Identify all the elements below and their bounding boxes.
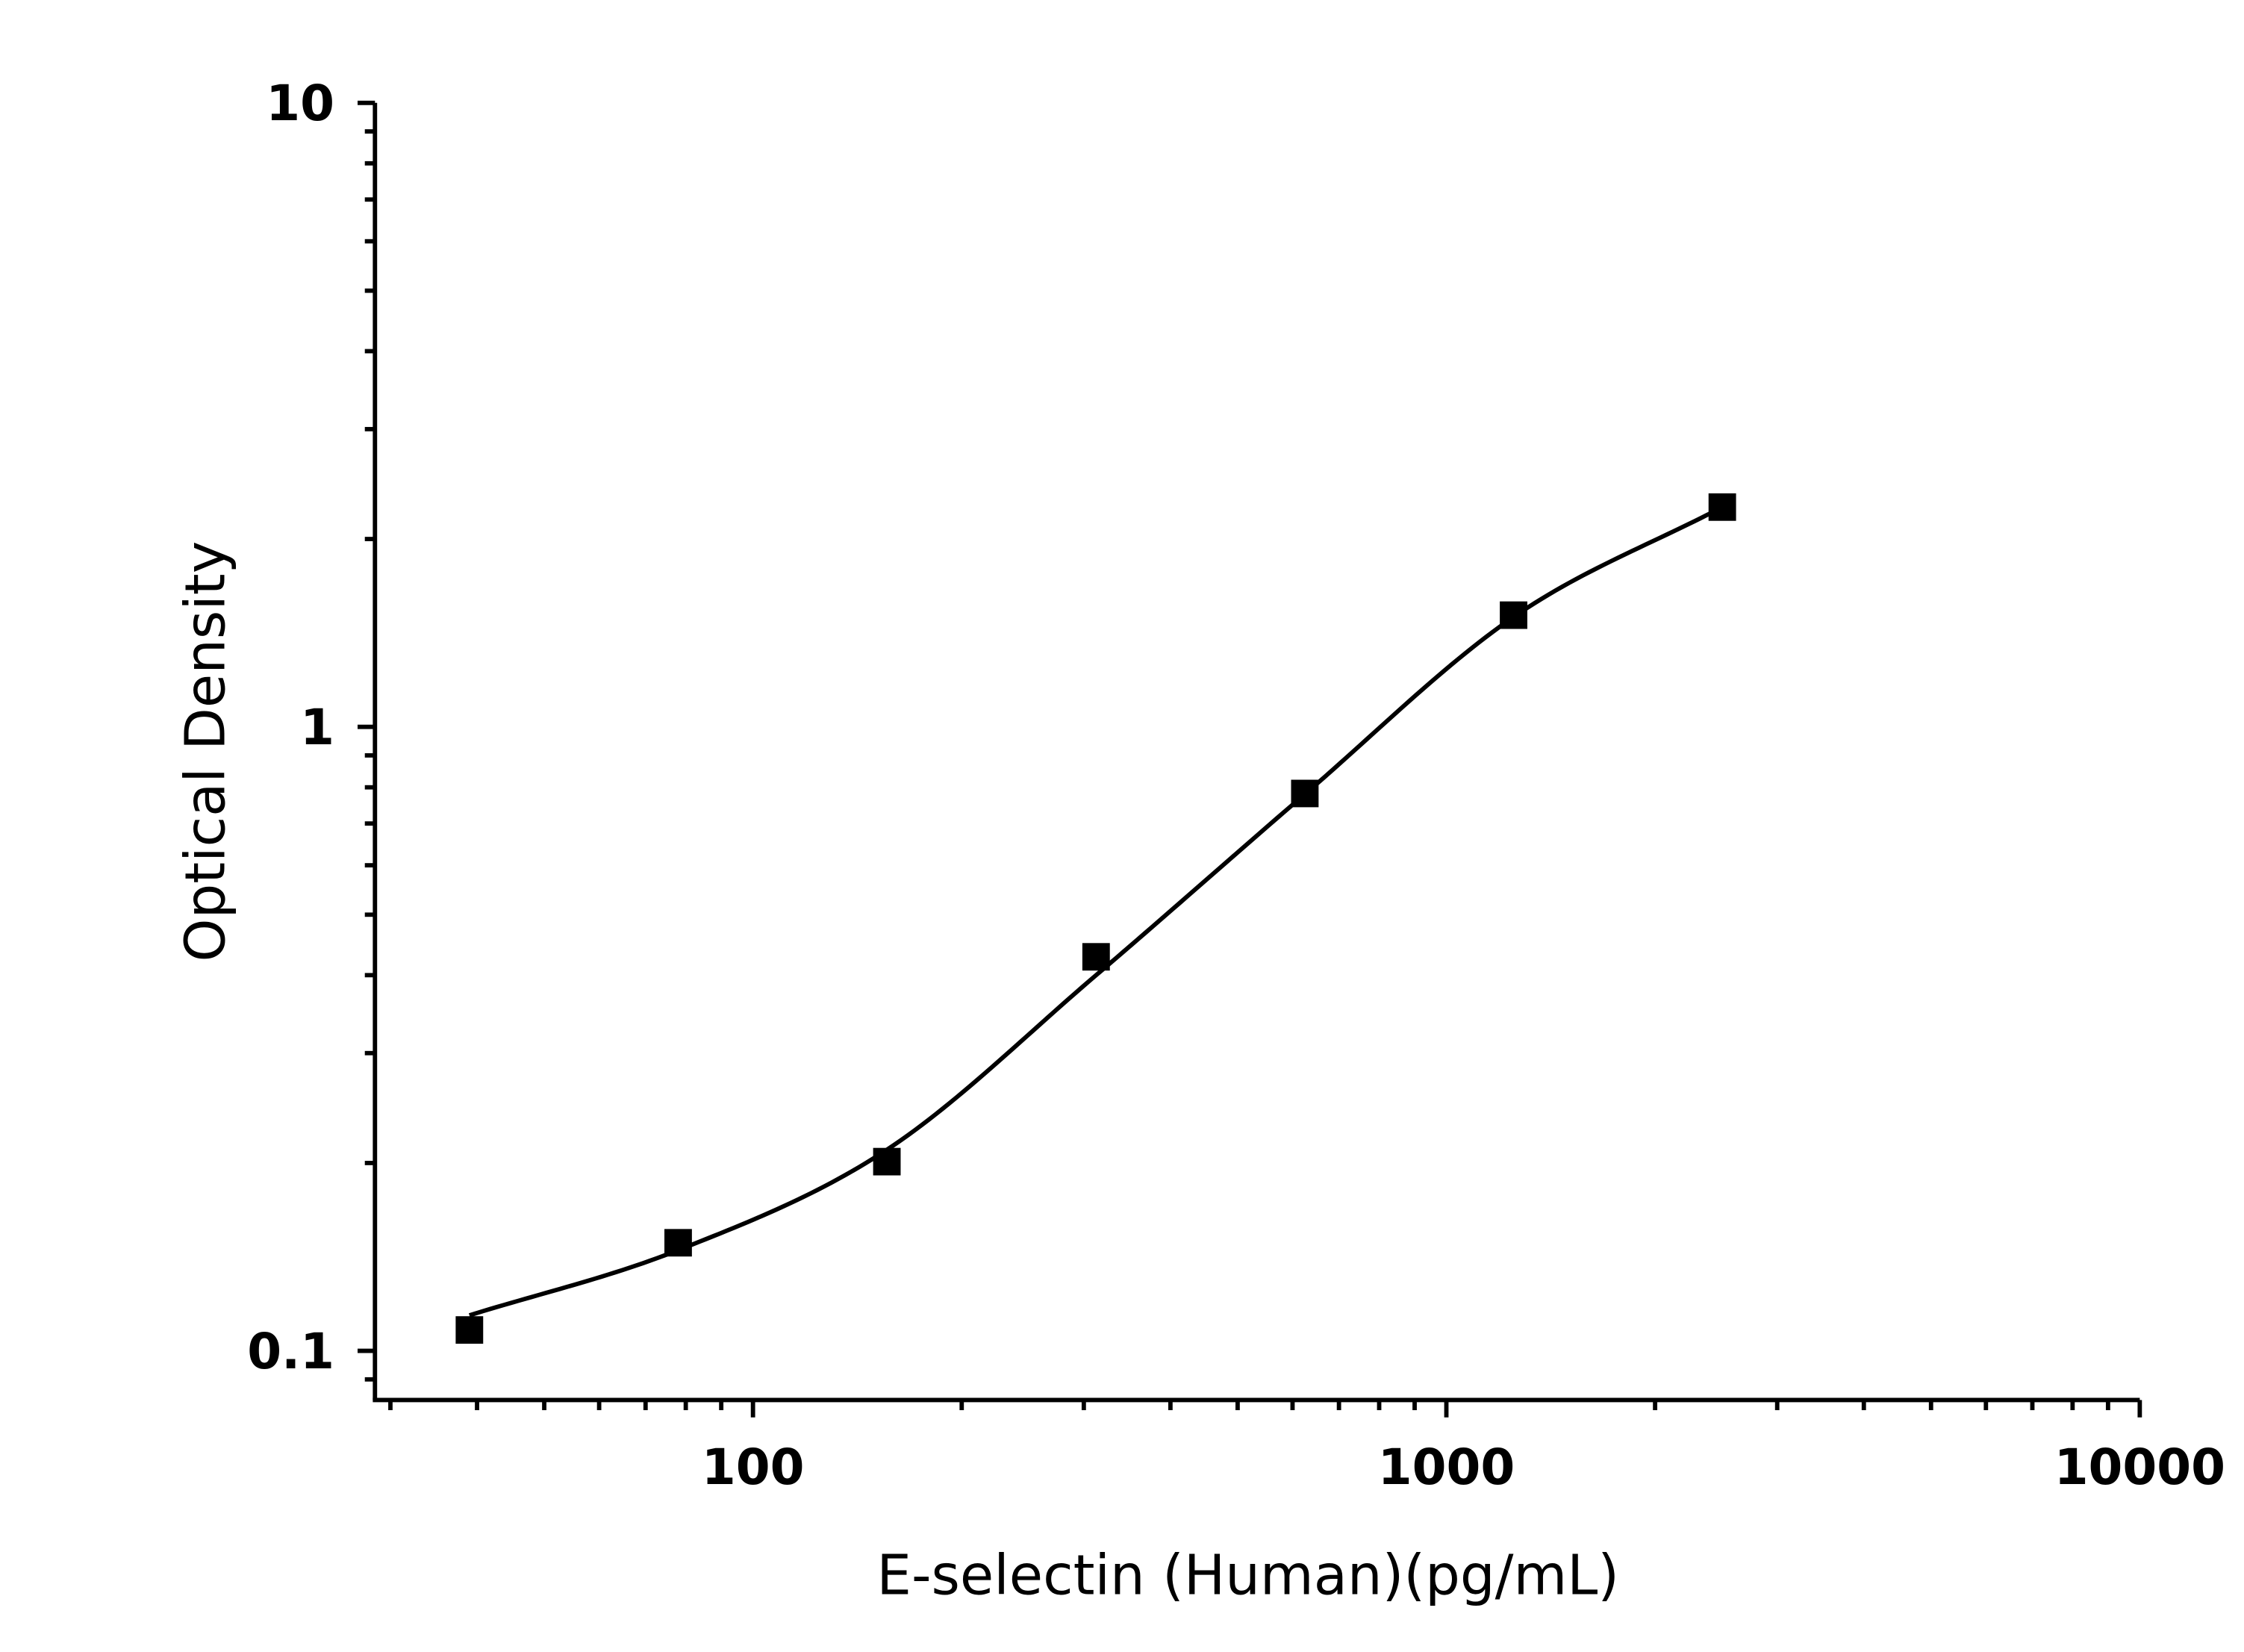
data-point: [455, 1316, 484, 1344]
data-point: [664, 1229, 692, 1257]
ticks: [358, 100, 2142, 1418]
data-points: [455, 493, 1736, 1344]
data-point: [1082, 943, 1110, 971]
data-point: [873, 1147, 901, 1176]
y-tick-label: 0.1: [247, 1323, 334, 1380]
y-tick-label: 1: [300, 699, 334, 756]
x-tick-label: 1000: [1378, 1439, 1515, 1496]
x-tick-label: 100: [702, 1439, 805, 1496]
y-axis-title: Optical Density: [175, 541, 238, 962]
tick-labels: 0.1 1 10 100 1000 10000: [247, 75, 2225, 1496]
y-tick-label: 10: [266, 75, 334, 132]
x-axis-title: E-selectin (Human)(pg/mL): [876, 1544, 1619, 1607]
axes: [373, 102, 2140, 1403]
data-point: [1708, 493, 1736, 521]
fit-curve: [468, 505, 1724, 1318]
x-tick-label: 10000: [2054, 1439, 2225, 1496]
data-point: [1500, 601, 1527, 629]
data-point: [1291, 779, 1319, 808]
